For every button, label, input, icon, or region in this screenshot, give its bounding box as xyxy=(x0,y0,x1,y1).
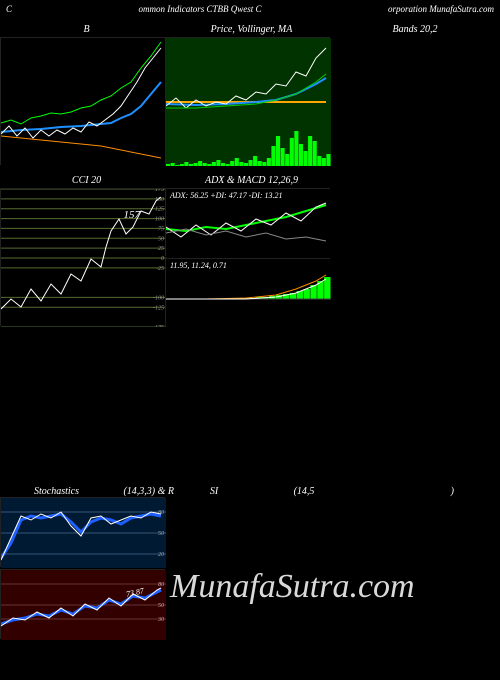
chart-rsi: 80 50 30 xyxy=(1,570,166,640)
row2-title-right: ADX & MACD 12,26,9 xyxy=(169,175,334,186)
chart-stochastics: 805020 xyxy=(1,498,166,568)
panel-cci: 1751501251007550250-25-100-125-175 157 xyxy=(0,188,165,326)
svg-text:80: 80 xyxy=(158,582,164,588)
svg-text:50: 50 xyxy=(158,603,164,609)
panel-rsi: 805030 73.87 xyxy=(0,569,165,639)
panel-stochastics: 805020 xyxy=(0,497,165,567)
panel-adx: ADX: 56.25 +DI: 47.17 -DI: 13.21 xyxy=(165,188,330,256)
svg-text:-125: -125 xyxy=(153,305,164,311)
row3-titles: Stochastics (14,3,3) & R SI (14,5 ) xyxy=(0,486,500,497)
svg-text:25: 25 xyxy=(158,246,164,252)
svg-text:50: 50 xyxy=(158,531,164,537)
header-left: C xyxy=(6,4,12,14)
stoch-title-c: SI xyxy=(174,486,254,497)
chart-bollinger-a xyxy=(1,38,166,166)
row3: 805020 805030 73.87 xyxy=(0,497,500,639)
page-header: C ommon Indicators CTBB Qwest C orporati… xyxy=(0,0,500,18)
stoch-title-d: (14,5 xyxy=(254,486,354,497)
adx-label: ADX: 56.25 +DI: 47.17 -DI: 13.21 xyxy=(170,191,283,200)
stoch-title-e: ) xyxy=(354,486,454,497)
row1 xyxy=(0,37,500,165)
svg-text:30: 30 xyxy=(157,617,164,623)
stoch-title-b: (14,3,3) & R xyxy=(64,486,174,497)
svg-text:125: 125 xyxy=(155,207,164,213)
macd-label: 11.95, 11.24, 0.71 xyxy=(170,261,227,270)
row2-titles: CCI 20 ADX & MACD 12,26,9 xyxy=(0,175,500,186)
panel-bollinger-b xyxy=(165,37,330,165)
svg-text:-175: -175 xyxy=(153,325,164,327)
svg-text:75: 75 xyxy=(158,226,164,232)
row1-title-center: Price, Vollinger, MA xyxy=(211,24,293,35)
svg-text:50: 50 xyxy=(158,236,164,242)
panel-adx-macd-col: ADX: 56.25 +DI: 47.17 -DI: 13.21 11.95, … xyxy=(165,188,330,326)
cci-value-label: 157 xyxy=(124,209,141,221)
row2: 1751501251007550250-25-100-125-175 157 A… xyxy=(0,188,500,326)
row1-title-right: Bands 20,2 xyxy=(334,24,496,35)
row1-title-left: B xyxy=(4,24,169,35)
svg-text:100: 100 xyxy=(155,217,164,223)
svg-text:-100: -100 xyxy=(153,295,164,301)
chart-cci: 1751501251007550250-25-100-125-175 xyxy=(1,189,166,327)
panel-bollinger-a xyxy=(0,37,165,165)
panel-macd: 11.95, 11.24, 0.71 xyxy=(165,258,330,326)
svg-text:20: 20 xyxy=(158,552,164,558)
header-right: orporation MunafaSutra.com xyxy=(388,4,494,14)
row1-titles: B Price, Vollinger, MA Bands 20,2 xyxy=(0,24,500,35)
chart-bollinger-b xyxy=(166,38,331,166)
row2-title-left: CCI 20 xyxy=(4,175,169,186)
svg-text:-25: -25 xyxy=(156,266,164,272)
stoch-title-a: Stochastics xyxy=(4,486,64,497)
svg-text:0: 0 xyxy=(161,256,164,262)
header-center: ommon Indicators CTBB Qwest C xyxy=(138,4,261,14)
svg-text:175: 175 xyxy=(155,189,164,193)
